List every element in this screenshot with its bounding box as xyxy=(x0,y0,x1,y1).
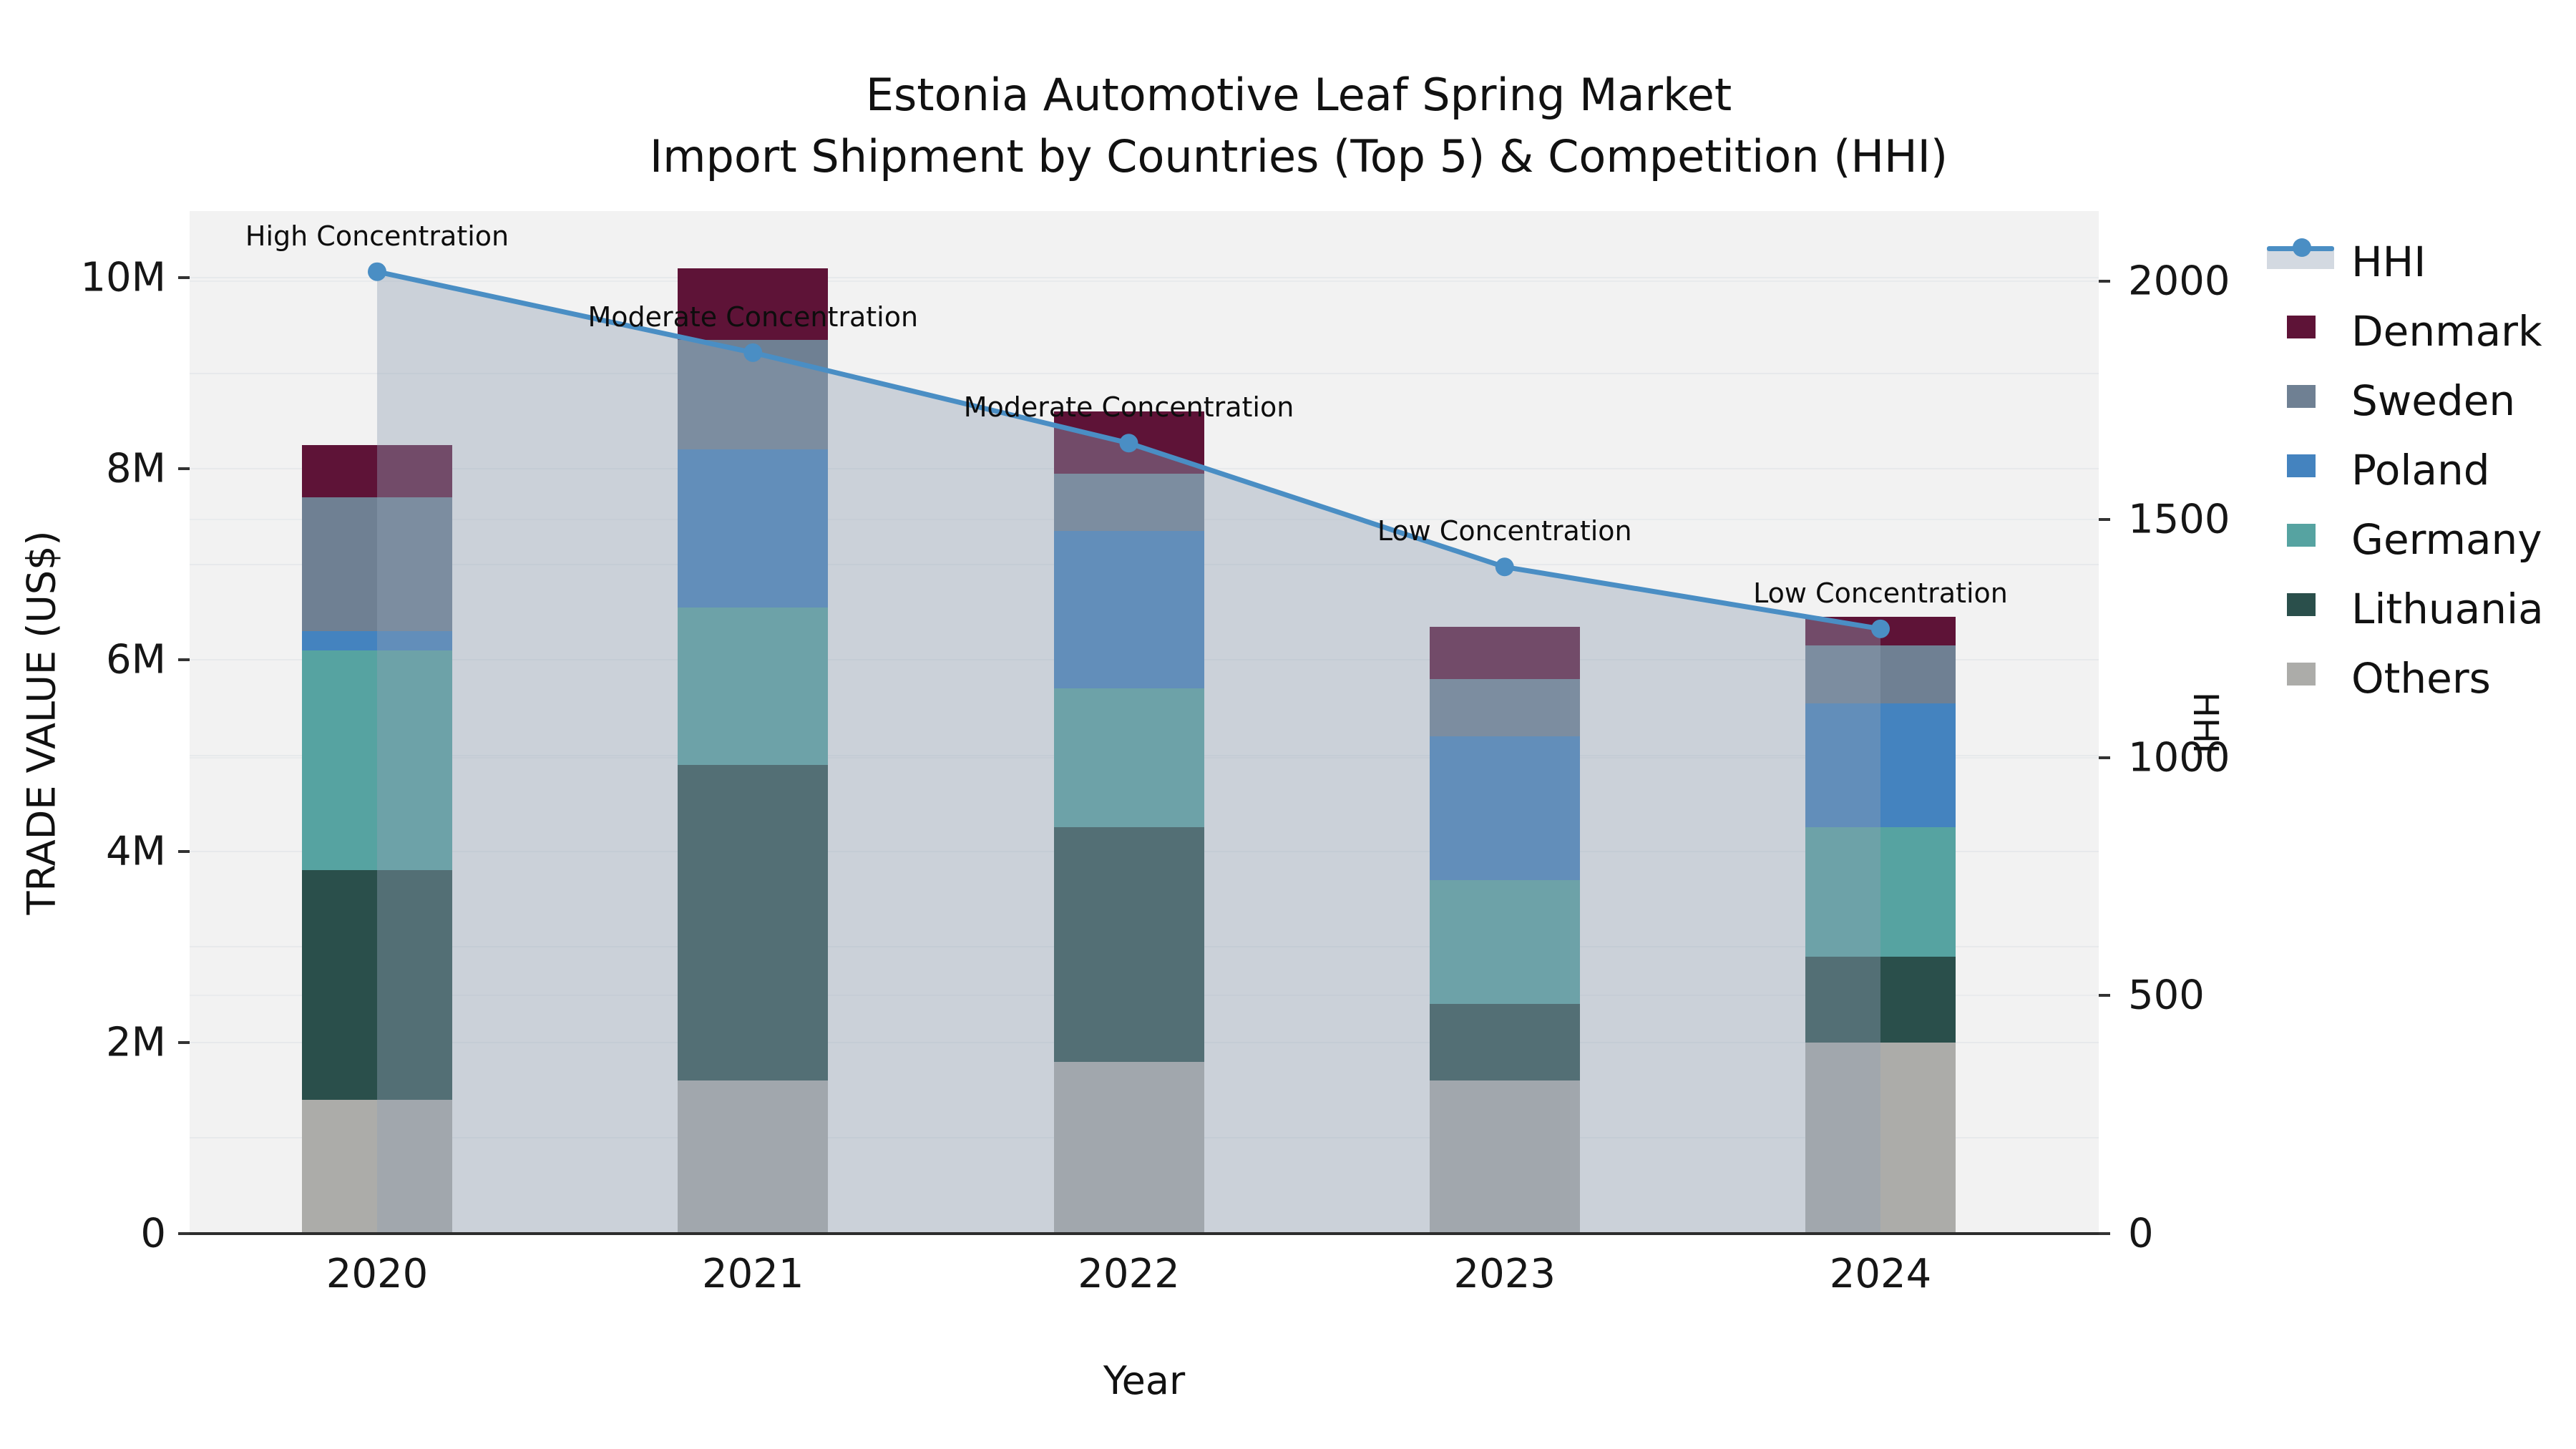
annotation-concentration: Moderate Concentration xyxy=(587,301,919,333)
y-tick-label-left: 0 xyxy=(140,1210,166,1257)
bar-segment-sweden xyxy=(1429,679,1580,737)
bar-segment-germany xyxy=(302,650,452,871)
y-tick-mark-left xyxy=(178,467,190,471)
legend-swatch-denmark xyxy=(2287,316,2316,338)
bar-segment-denmark xyxy=(1805,617,1956,646)
annotation-concentration: Low Concentration xyxy=(1377,515,1632,547)
legend-item-poland: Poland xyxy=(2267,444,2575,494)
annotation-concentration: Low Concentration xyxy=(1753,577,2008,609)
legend-label: Sweden xyxy=(2351,376,2516,425)
legend-item-denmark: Denmark xyxy=(2267,306,2575,356)
bar-segment-lithuania xyxy=(1429,1004,1580,1081)
legend-item-sweden: Sweden xyxy=(2267,375,2575,425)
hhi-legend-marker-swatch xyxy=(2293,238,2311,257)
bar-segment-germany xyxy=(678,607,829,766)
legend-swatch-others xyxy=(2287,663,2316,686)
bar-segment-others xyxy=(302,1099,452,1234)
y-axis-title-right: HHI xyxy=(2185,691,2225,754)
y-tick-mark-left xyxy=(178,849,190,853)
x-tick-label: 2022 xyxy=(1078,1251,1180,1297)
bar-segment-sweden xyxy=(1805,645,1956,703)
y-tick-mark-right xyxy=(2099,280,2110,283)
bar-segment-lithuania xyxy=(1053,827,1204,1062)
bar-segment-others xyxy=(1805,1042,1956,1234)
x-axis-line xyxy=(190,1232,2099,1235)
y-tick-label-right: 500 xyxy=(2128,972,2205,1019)
bar-segment-germany xyxy=(1053,688,1204,828)
chart-title: Estonia Automotive Leaf Spring Market xyxy=(865,69,1732,121)
y-tick-mark-right xyxy=(2099,517,2110,521)
bar-segment-others xyxy=(1429,1080,1580,1234)
bar-segment-poland xyxy=(1805,703,1956,828)
bar-segment-germany xyxy=(1429,879,1580,1005)
gridline-trade-value xyxy=(190,277,2099,278)
annotation-concentration: Moderate Concentration xyxy=(963,391,1294,424)
y-tick-label-left: 2M xyxy=(106,1019,166,1066)
y-tick-label-left: 4M xyxy=(106,828,166,875)
bar-segment-others xyxy=(1053,1061,1204,1234)
y-tick-mark-left xyxy=(178,1040,190,1044)
y-tick-label-right: 1000 xyxy=(2128,734,2230,781)
bar-segment-germany xyxy=(1805,827,1956,957)
x-tick-label: 2021 xyxy=(701,1251,804,1297)
legend-label: Others xyxy=(2351,654,2491,703)
bar-segment-poland xyxy=(1429,736,1580,880)
legend-label: HHI xyxy=(2351,238,2426,286)
bar-segment-lithuania xyxy=(1805,956,1956,1043)
y-tick-mark-left xyxy=(178,658,190,662)
annotation-concentration: High Concentration xyxy=(245,220,509,252)
legend-item-lithuania: Lithuania xyxy=(2267,583,2575,633)
bar-segment-denmark xyxy=(302,444,452,498)
gridline-trade-value xyxy=(190,372,2099,374)
legend-label: Lithuania xyxy=(2351,585,2544,633)
y-axis-title-left: TRADE VALUE (US$) xyxy=(19,530,64,915)
y-tick-label-left: 8M xyxy=(106,445,166,492)
bar-segment-sweden xyxy=(302,497,452,632)
legend-label: Germany xyxy=(2351,515,2542,564)
bar-segment-sweden xyxy=(1053,473,1204,532)
legend-swatch-poland xyxy=(2287,454,2316,477)
gridline-hhi xyxy=(190,280,2099,282)
bar-segment-lithuania xyxy=(302,870,452,1100)
x-tick-label: 2023 xyxy=(1453,1251,1556,1297)
chart-subtitle: Import Shipment by Countries (Top 5) & C… xyxy=(649,130,1948,182)
legend-item-others: Others xyxy=(2267,653,2575,703)
y-tick-mark-right xyxy=(2099,756,2110,759)
bar-segment-poland xyxy=(678,449,829,608)
bar-segment-poland xyxy=(1053,531,1204,689)
x-tick-label: 2020 xyxy=(326,1251,429,1297)
legend-item-hhi: HHI xyxy=(2267,236,2575,286)
bar-segment-lithuania xyxy=(678,765,829,1081)
y-tick-label-right: 0 xyxy=(2128,1210,2154,1257)
legend-swatch-lithuania xyxy=(2287,593,2316,616)
x-axis-title: Year xyxy=(1103,1358,1186,1403)
bar-segment-sweden xyxy=(678,339,829,450)
legend-label: Poland xyxy=(2351,446,2490,494)
y-tick-label-right: 1500 xyxy=(2128,496,2230,543)
bar-segment-denmark xyxy=(1429,626,1580,680)
bar-segment-poland xyxy=(302,631,452,651)
legend-swatch-sweden xyxy=(2287,385,2316,408)
y-tick-mark-right xyxy=(2099,994,2110,997)
legend-label: Denmark xyxy=(2351,307,2542,356)
y-tick-mark-right xyxy=(2099,1232,2110,1235)
x-tick-label: 2024 xyxy=(1829,1251,1932,1297)
y-tick-label-right: 2000 xyxy=(2128,258,2230,305)
y-tick-label-left: 10M xyxy=(80,254,166,301)
y-tick-mark-left xyxy=(178,1232,190,1235)
legend-swatch-germany xyxy=(2287,524,2316,547)
bar-segment-others xyxy=(678,1080,829,1234)
legend-item-germany: Germany xyxy=(2267,514,2575,564)
y-tick-mark-left xyxy=(178,276,190,279)
y-tick-label-left: 6M xyxy=(106,636,166,683)
